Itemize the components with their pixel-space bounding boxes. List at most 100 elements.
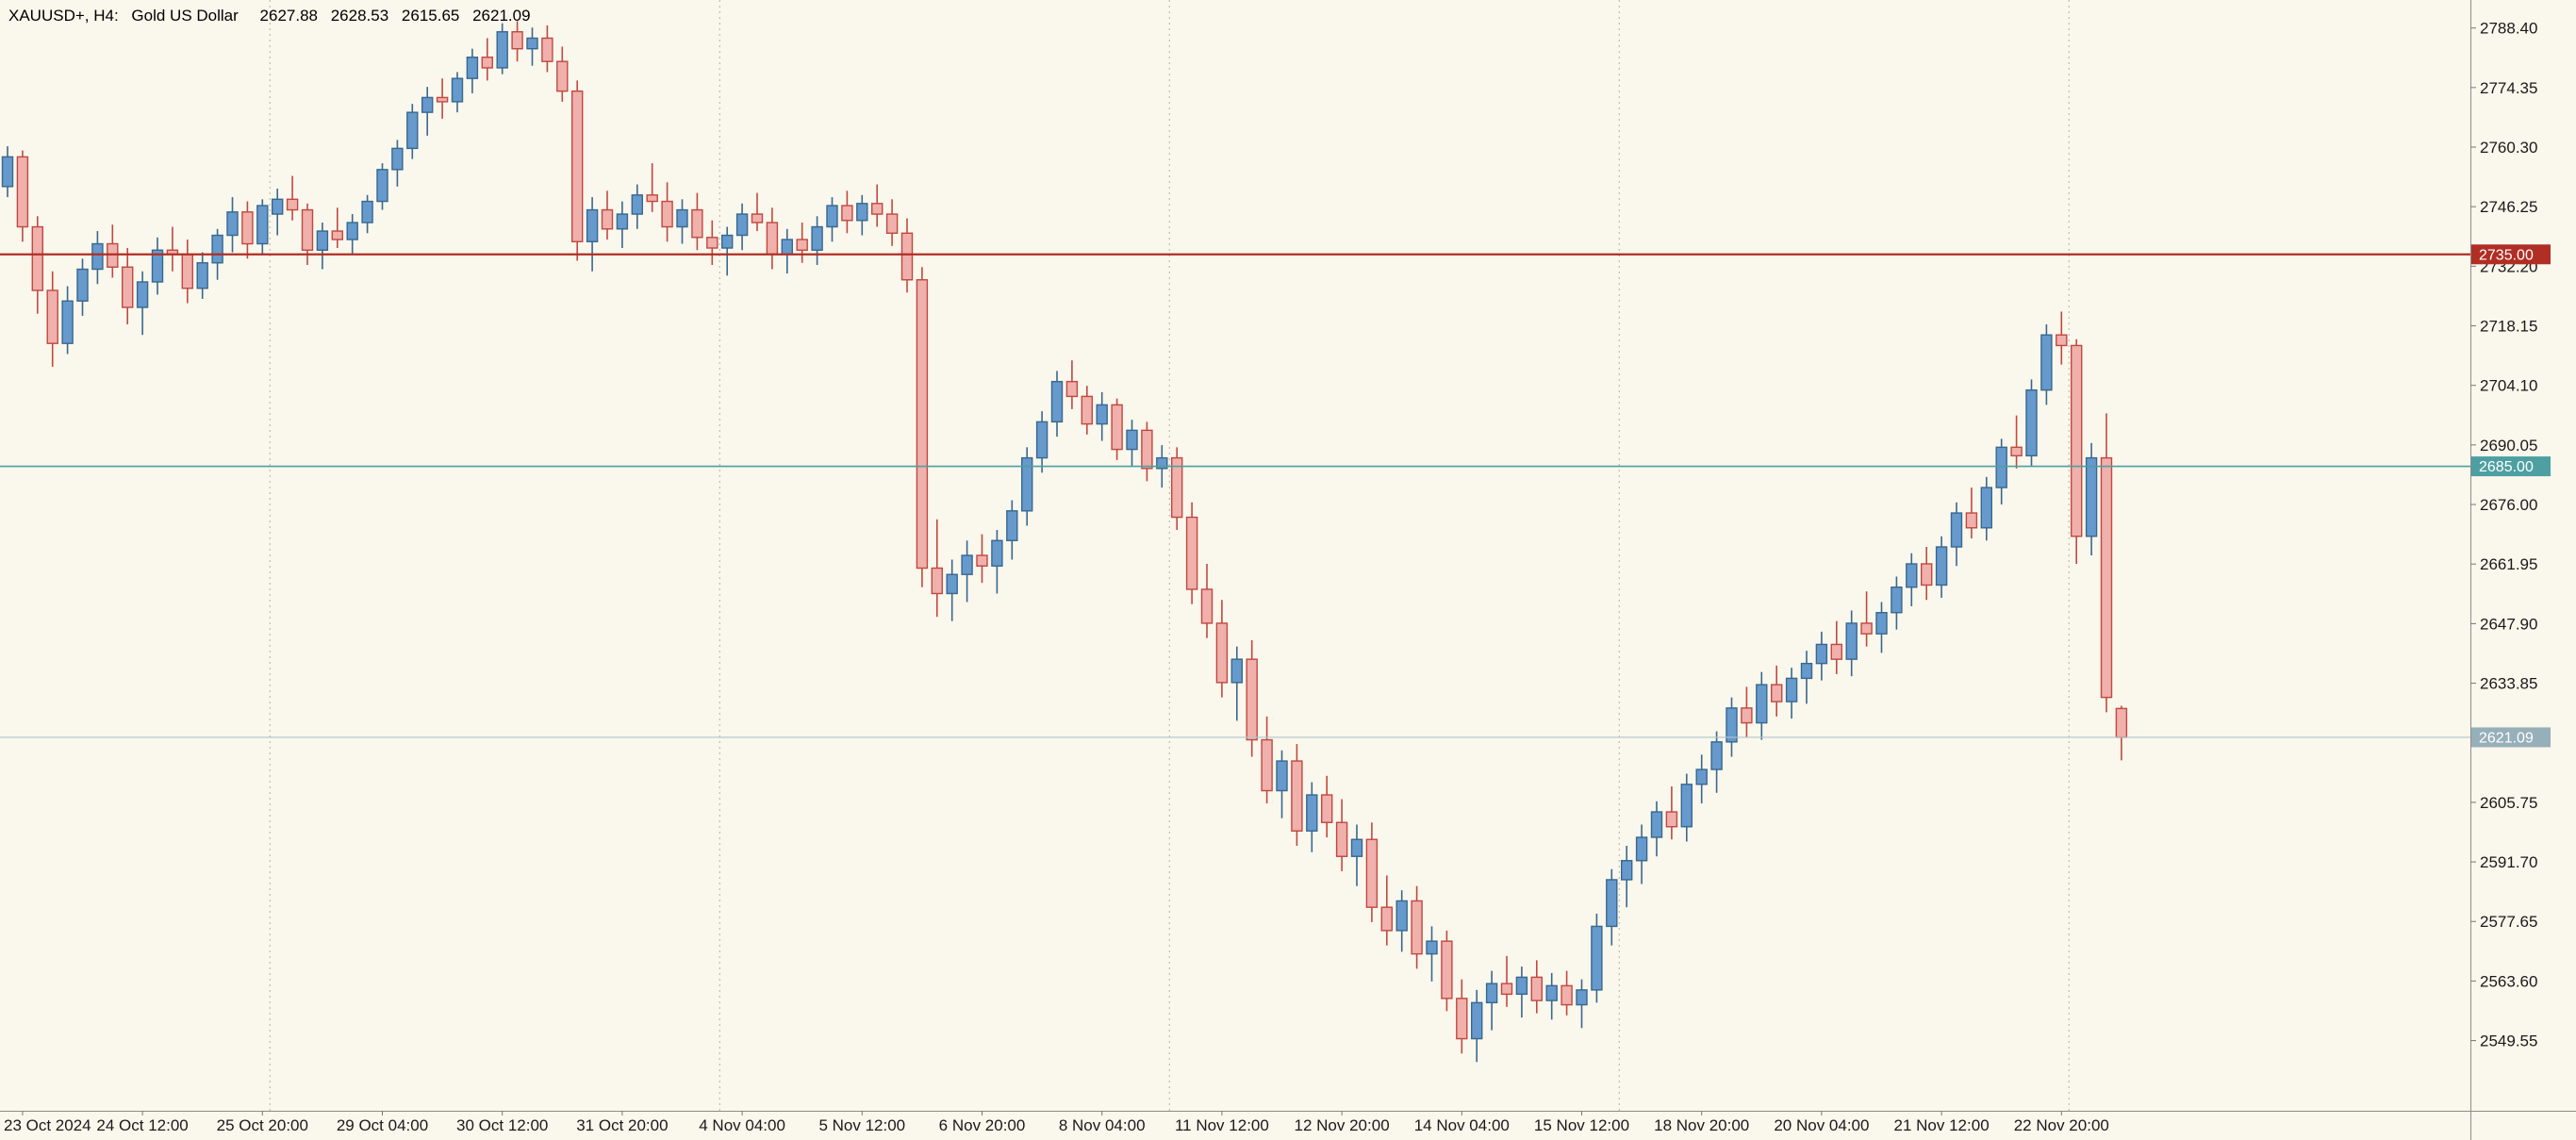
symbol-description-label: Gold US Dollar <box>131 7 239 25</box>
candle-bearish <box>436 78 449 119</box>
candle-body <box>841 205 853 222</box>
candle-bearish <box>1560 970 1573 1016</box>
candle-body <box>1426 940 1438 955</box>
candle-bearish <box>556 46 569 102</box>
candle-body <box>2070 344 2083 537</box>
time-axis-label: 23 Oct 2024 <box>4 1116 91 1134</box>
candle-bullish <box>361 194 373 234</box>
candle-bullish <box>1020 447 1033 526</box>
ohlc-high-value: 2628.53 <box>330 7 389 25</box>
candle-body <box>1230 658 1244 684</box>
time-axis[interactable]: 23 Oct 2024 24 Oct 12:00 25 Oct 20:00 29 Oc… <box>4 1111 2109 1134</box>
candle-body <box>631 194 643 215</box>
candle-bearish <box>1215 600 1229 698</box>
candle-body <box>721 234 734 249</box>
time-axis-label: 25 Oct 20:00 <box>217 1116 308 1134</box>
candle-bearish <box>1170 447 1183 531</box>
candle-body <box>1456 998 1468 1040</box>
candle-bullish <box>1800 651 1813 704</box>
candle-body <box>781 239 793 256</box>
candle-body <box>1680 784 1693 828</box>
candle-body <box>61 300 74 344</box>
candle-body <box>1710 741 1723 770</box>
price-axis-label: 2788.40 <box>2480 20 2537 38</box>
time-axis-label: 6 Nov 20:00 <box>939 1116 1026 1134</box>
candle-body <box>1185 516 1198 590</box>
candle-body <box>1635 836 1648 862</box>
candle-body <box>571 90 584 242</box>
candle-bullish <box>1306 782 1318 852</box>
candle-bullish <box>1726 697 1738 757</box>
candle-body <box>1065 380 1079 398</box>
candle-body <box>601 208 614 230</box>
candle-body <box>1276 760 1288 792</box>
candle-body <box>1756 684 1768 724</box>
candle-bearish <box>541 25 553 73</box>
price-axis-label: 2746.25 <box>2480 198 2537 216</box>
candle-bullish <box>1680 773 1693 842</box>
candle-body <box>1320 794 1333 823</box>
candle-body <box>1665 811 1678 828</box>
candle-bearish <box>900 218 914 293</box>
candle-bullish <box>1591 913 1603 1003</box>
candle-body <box>1485 983 1498 1004</box>
candle-bullish <box>735 203 749 251</box>
candle-body <box>1906 563 1918 588</box>
candle-body <box>241 211 254 245</box>
time-axis-label: 15 Nov 12:00 <box>1534 1116 1629 1134</box>
candle-body <box>286 198 299 211</box>
candle-bearish <box>1965 487 1978 539</box>
price-axis-label: 2676.00 <box>2480 496 2537 514</box>
candle-body <box>361 200 373 223</box>
candle-body <box>556 60 569 92</box>
candle-bearish <box>796 223 808 263</box>
candle-bearish <box>1530 960 1544 1014</box>
candle-bearish <box>107 224 119 278</box>
time-axis-label: 20 Nov 04:00 <box>1774 1116 1869 1134</box>
current-price-line-price-tag: 2621.09 <box>2471 727 2551 748</box>
candle-body <box>931 567 943 595</box>
time-axis-label: 24 Oct 12:00 <box>96 1116 188 1134</box>
candle-bearish <box>1365 822 1379 922</box>
candle-body <box>346 222 358 240</box>
price-axis[interactable]: 2788.402774.352760.302746.252732.202718.… <box>2470 20 2551 1050</box>
candle-bullish <box>226 197 239 253</box>
candle-bullish <box>991 530 1003 594</box>
candle-body <box>181 254 194 289</box>
candle-bullish <box>151 237 164 295</box>
candle-body <box>1380 906 1394 932</box>
candle-body <box>1126 429 1138 451</box>
candle-bullish <box>1785 668 1798 719</box>
candle-body <box>1800 662 1813 680</box>
candle-body <box>466 56 479 79</box>
candle-bullish <box>2085 442 2098 555</box>
candle-bearish <box>1920 547 1933 601</box>
candle-bearish <box>841 190 853 234</box>
candle-body <box>1860 622 1873 635</box>
candle-bullish <box>1230 646 1244 721</box>
candle-bullish <box>406 104 419 159</box>
candle-body <box>1470 1001 1483 1040</box>
price-axis-label: 2661.95 <box>2480 555 2537 573</box>
candle-bullish <box>1126 420 1138 467</box>
price-axis-label: 2774.35 <box>2480 79 2537 97</box>
candle-body <box>616 213 629 230</box>
candle-bearish <box>691 192 703 251</box>
candle-body <box>136 281 149 308</box>
candle-bullish <box>1606 868 1618 946</box>
candle-body <box>691 208 703 239</box>
price-axis-label: 2563.60 <box>2480 972 2537 990</box>
candle-body <box>1141 429 1153 470</box>
candle-bearish <box>1081 386 1094 435</box>
candle-bullish <box>1935 536 1948 598</box>
price-tag-label: 2621.09 <box>2479 730 2534 746</box>
price-axis-label: 2633.85 <box>2480 675 2537 693</box>
candle-body <box>1215 622 1229 684</box>
candles-layer <box>1 21 2128 1063</box>
candle-body <box>1246 658 1258 741</box>
time-axis-label: 8 Nov 04:00 <box>1059 1116 1146 1134</box>
time-axis-label: 18 Nov 20:00 <box>1654 1116 1749 1134</box>
candle-bearish <box>46 271 58 367</box>
